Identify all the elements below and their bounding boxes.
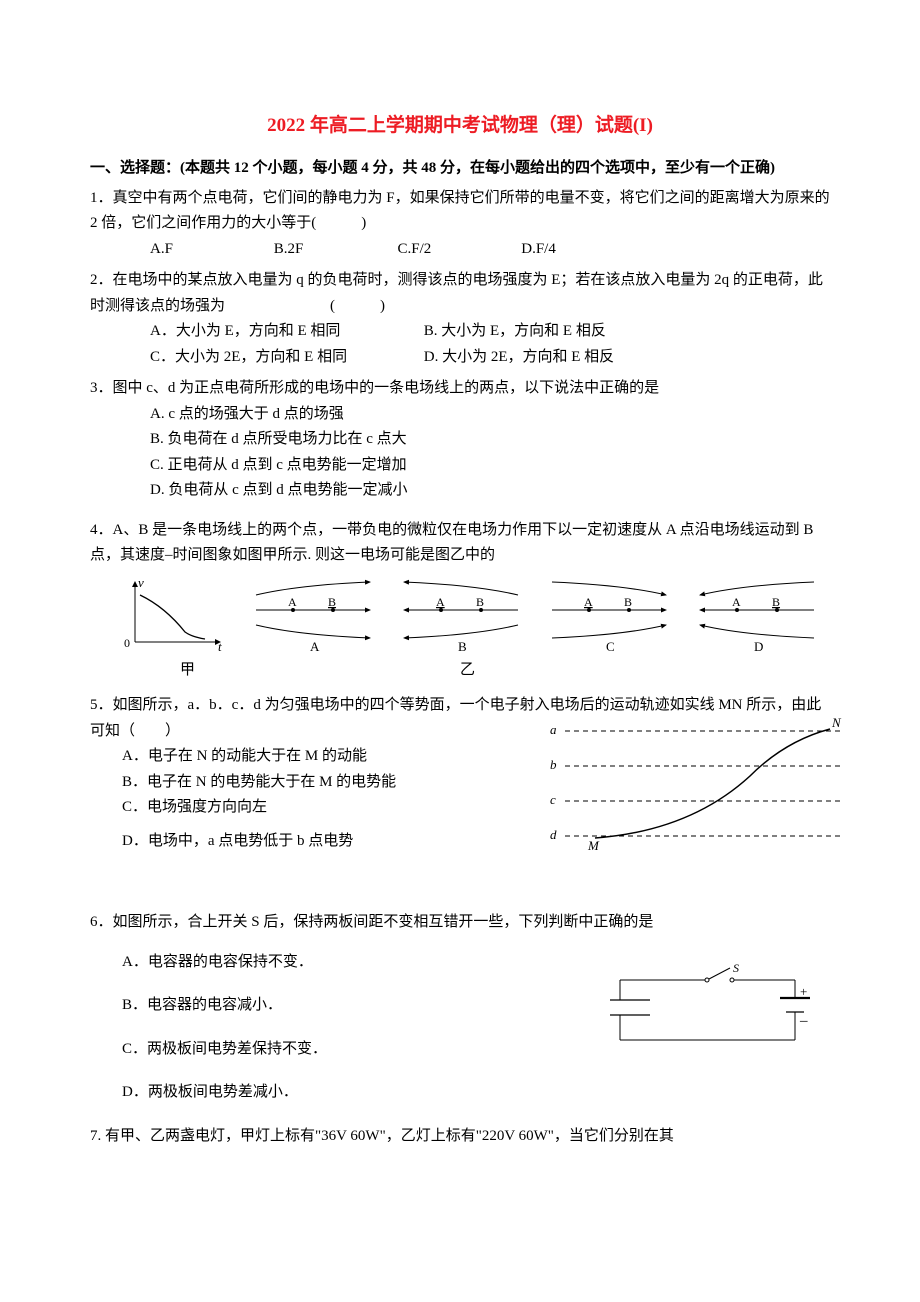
question-1: 1．真空中有两个点电荷，它们间的静电力为 F，如果保持它们所带的电量不变，将它们… — [90, 186, 830, 263]
q4-diagrams: v t 0 A B A A B B — [90, 577, 830, 652]
svg-text:b: b — [550, 757, 557, 772]
svg-text:a: a — [550, 722, 557, 737]
svg-text:+: + — [800, 984, 807, 999]
q3-opt-c: C. 正电荷从 d 点到 c 点电势能一定增加 — [90, 453, 830, 479]
q4-vt-graph: v t 0 — [120, 577, 230, 652]
q4-text: 4．A、B 是一条电场线上的两个点，一带负电的微粒仅在电场力作用下以一定初速度从… — [90, 518, 830, 569]
q3-opt-d: D. 负电荷从 c 点到 d 点电势能一定减小 — [90, 478, 830, 504]
svg-text:B: B — [624, 595, 632, 609]
q2-opt-d: D. 大小为 2E，方向和 E 相反 — [424, 349, 614, 365]
svg-text:B: B — [458, 639, 467, 652]
question-4: 4．A、B 是一条电场线上的两个点，一带负电的微粒仅在电场力作用下以一定初速度从… — [90, 518, 830, 684]
q2-row1: A．大小为 E，方向和 E 相同 B. 大小为 E，方向和 E 相反 — [90, 319, 830, 345]
svg-text:A: A — [584, 595, 593, 609]
q1-opt-a: A.F — [150, 237, 270, 263]
svg-text:A: A — [732, 595, 741, 609]
question-5: 5．如图所示，a．b．c．d 为匀强电场中的四个等势面，一个电子射入电场后的运动… — [90, 693, 830, 854]
section-header: 一、选择题：(本题共 12 个小题，每小题 4 分，共 48 分，在每小题给出的… — [90, 156, 830, 182]
svg-text:M: M — [587, 838, 600, 853]
svg-text:N: N — [831, 715, 842, 730]
svg-text:S: S — [733, 961, 739, 975]
svg-text:–: – — [799, 1013, 808, 1029]
svg-text:B: B — [772, 595, 780, 609]
svg-text:t: t — [218, 639, 222, 652]
question-6: 6．如图所示，合上开关 S 后，保持两板间距不变相互错开一些，下列判断中正确的是… — [90, 910, 830, 1106]
svg-text:v: v — [138, 577, 144, 590]
q7-text: 7. 有甲、乙两盏电灯，甲灯上标有"36V 60W"，乙灯上标有"220V 60… — [90, 1124, 830, 1150]
q6-text: 6．如图所示，合上开关 S 后，保持两板间距不变相互错开一些，下列判断中正确的是 — [90, 910, 830, 936]
svg-text:A: A — [436, 595, 445, 609]
q6-opt-d: D．两极板间电势差减小． — [90, 1080, 830, 1106]
q4-field-b: A B B — [396, 577, 526, 652]
q1-options: A.F B.2F C.F/2 D.F/4 — [90, 237, 830, 263]
q1-opt-b: B.2F — [274, 237, 394, 263]
svg-text:C: C — [606, 639, 615, 652]
svg-text:0: 0 — [124, 636, 130, 650]
svg-text:A: A — [288, 595, 297, 609]
q2-text: 2．在电场中的某点放入电量为 q 的负电荷时，测得该点的电场强度为 E；若在该点… — [90, 268, 830, 319]
q4-field-d: A B D — [692, 577, 822, 652]
svg-text:B: B — [476, 595, 484, 609]
svg-text:d: d — [550, 827, 557, 842]
q1-opt-c: C.F/2 — [398, 237, 518, 263]
q2-opt-c: C．大小为 2E，方向和 E 相同 — [150, 345, 420, 371]
q3-opt-a: A. c 点的场强大于 d 点的场强 — [90, 402, 830, 428]
q2-row2: C．大小为 2E，方向和 E 相同 D. 大小为 2E，方向和 E 相反 — [90, 345, 830, 371]
q2-opt-b: B. 大小为 E，方向和 E 相反 — [424, 323, 606, 339]
exam-title: 2022 年高二上学期期中考试物理（理）试题(I) — [90, 110, 830, 142]
q3-text: 3．图中 c、d 为正点电荷所形成的电场中的一条电场线上的两点，以下说法中正确的… — [90, 376, 830, 402]
q1-opt-d: D.F/4 — [521, 237, 641, 263]
svg-text:A: A — [310, 639, 320, 652]
q6-circuit-diagram: S + – — [610, 960, 810, 1055]
q4-caption-yi: 乙 — [460, 658, 475, 684]
svg-text:c: c — [550, 792, 556, 807]
question-2: 2．在电场中的某点放入电量为 q 的负电荷时，测得该点的电场强度为 E；若在该点… — [90, 268, 830, 370]
question-7: 7. 有甲、乙两盏电灯，甲灯上标有"36V 60W"，乙灯上标有"220V 60… — [90, 1124, 830, 1150]
q1-text: 1．真空中有两个点电荷，它们间的静电力为 F，如果保持它们所带的电量不变，将它们… — [90, 186, 830, 237]
svg-text:B: B — [328, 595, 336, 609]
q3-opt-b: B. 负电荷在 d 点所受电场力比在 c 点大 — [90, 427, 830, 453]
question-3: 3．图中 c、d 为正点电荷所形成的电场中的一条电场线上的两点，以下说法中正确的… — [90, 376, 830, 504]
svg-text:D: D — [754, 639, 763, 652]
q4-field-a: A B A — [248, 577, 378, 652]
q4-captions: 甲 乙 — [90, 658, 830, 684]
q4-caption-jia: 甲 — [180, 658, 460, 684]
q5-equipotential-diagram: a b c d M N — [540, 711, 850, 861]
q4-field-c: A B C — [544, 577, 674, 652]
q2-opt-a: A．大小为 E，方向和 E 相同 — [150, 319, 420, 345]
